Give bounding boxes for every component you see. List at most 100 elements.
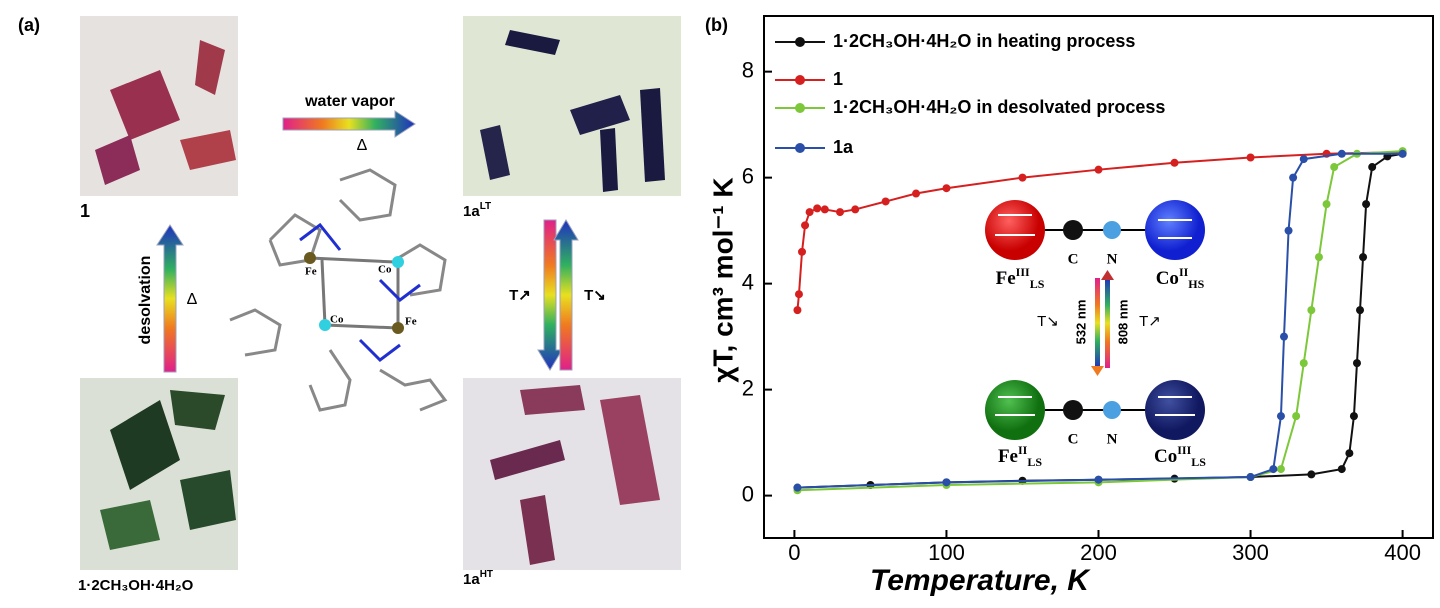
data-point [1299,155,1308,164]
data-point [1018,173,1027,182]
data-point [1362,200,1371,209]
label-sub: LS [1027,455,1042,469]
x-tick-label: 200 [1080,540,1117,565]
y-tick-label: 8 [742,57,754,82]
data-point [1284,226,1293,235]
data-point [1307,470,1316,479]
arrow [537,219,563,371]
inset-label: FeIIILS [996,265,1045,291]
data-point [1276,465,1285,474]
data-point [1094,475,1103,484]
arrow-label: water vapor [304,93,395,110]
arrow-label: desolvation [137,256,154,345]
label-sup: III [1016,265,1030,279]
data-point [1292,412,1301,421]
photo [463,378,681,570]
arrow [282,110,416,138]
atom [304,252,316,264]
x-tick-label: 0 [788,540,800,565]
inset-label: C [1068,251,1079,267]
data-point [1330,163,1339,172]
data-point [1246,153,1255,162]
photo-label: 1aLT [463,201,491,220]
data-point [1337,149,1346,158]
label-base: Co [1154,446,1177,467]
atom [392,322,404,334]
inset-label: T↘ [1037,313,1059,330]
data-point [1349,412,1358,421]
inset-label: CoIIHS [1156,265,1205,291]
inset-label: N [1107,251,1118,267]
data-point [912,189,921,198]
data-point [1398,149,1407,158]
label-sub: HS [1188,277,1204,291]
label-base: Fe [996,268,1016,289]
data-point [1094,165,1103,174]
legend-marker [795,143,805,153]
series-line [797,152,1403,489]
label-sup: III [1177,443,1191,457]
data-point [1352,359,1361,368]
inset-label: FeIILS [998,443,1042,469]
data-point [942,478,951,487]
y-tick-label: 6 [742,163,754,188]
data-point [1314,253,1323,262]
legend-label: 1a [833,137,854,157]
data-point [942,184,951,193]
inset-label: 808 nm [1115,300,1130,345]
label-base: Co [1156,268,1179,289]
plot: 0 100 200 300 400 0 2 4 6 8 1·2CH₃OH·4H₂O in heati… [742,15,1434,565]
arrow-label: Δ [357,137,368,154]
arrow-label: T↘ [584,287,606,304]
inset-label: N [1107,431,1118,447]
inset-label: T↗ [1139,313,1161,330]
data-point [1246,473,1255,482]
label-sup: HT [480,569,493,580]
atom-label: Co [378,264,392,276]
panel-label: (a) [18,15,40,35]
data-point [1170,158,1179,167]
inset-label: C [1068,431,1079,447]
legend-marker [795,75,805,85]
label-sup: LT [480,201,491,212]
arrow [156,224,184,373]
data-point [793,483,802,492]
data-point [1307,306,1316,315]
data-point [881,197,890,206]
atom [319,319,331,331]
y-tick-label: 4 [742,269,754,294]
data-point [1276,412,1285,421]
data-point [851,205,860,214]
x-axis-label: Temperature, K [870,564,1091,597]
inset [955,195,1240,470]
molecule [229,168,448,412]
data-point [798,247,807,256]
label-sup: II [1179,265,1189,279]
y-axis-label: χT, cm³ mol⁻¹ K [707,177,738,382]
legend-marker [795,103,805,113]
arrow [553,219,579,371]
data-point [1368,163,1377,172]
panel-label: (b) [705,15,728,35]
photo-label: 1aHT [463,569,493,588]
label-sub: LS [1191,455,1206,469]
photo-label: 1 [80,201,90,221]
arrow-label: T↗ [509,287,531,304]
data-point [1337,465,1346,474]
data-point [1289,173,1298,182]
atom-label: Co [330,314,344,326]
legend-label: 1 [833,69,843,89]
data-point [1322,200,1331,209]
arrow-label: Δ [187,291,198,308]
photo [80,378,238,570]
label-sub: LS [1030,277,1045,291]
photo [463,16,681,196]
series-line [796,151,1403,311]
data-point [836,208,845,217]
atom-label: Fe [305,266,317,278]
data-point [813,204,822,213]
data-point [1279,332,1288,341]
data-point [805,208,814,217]
